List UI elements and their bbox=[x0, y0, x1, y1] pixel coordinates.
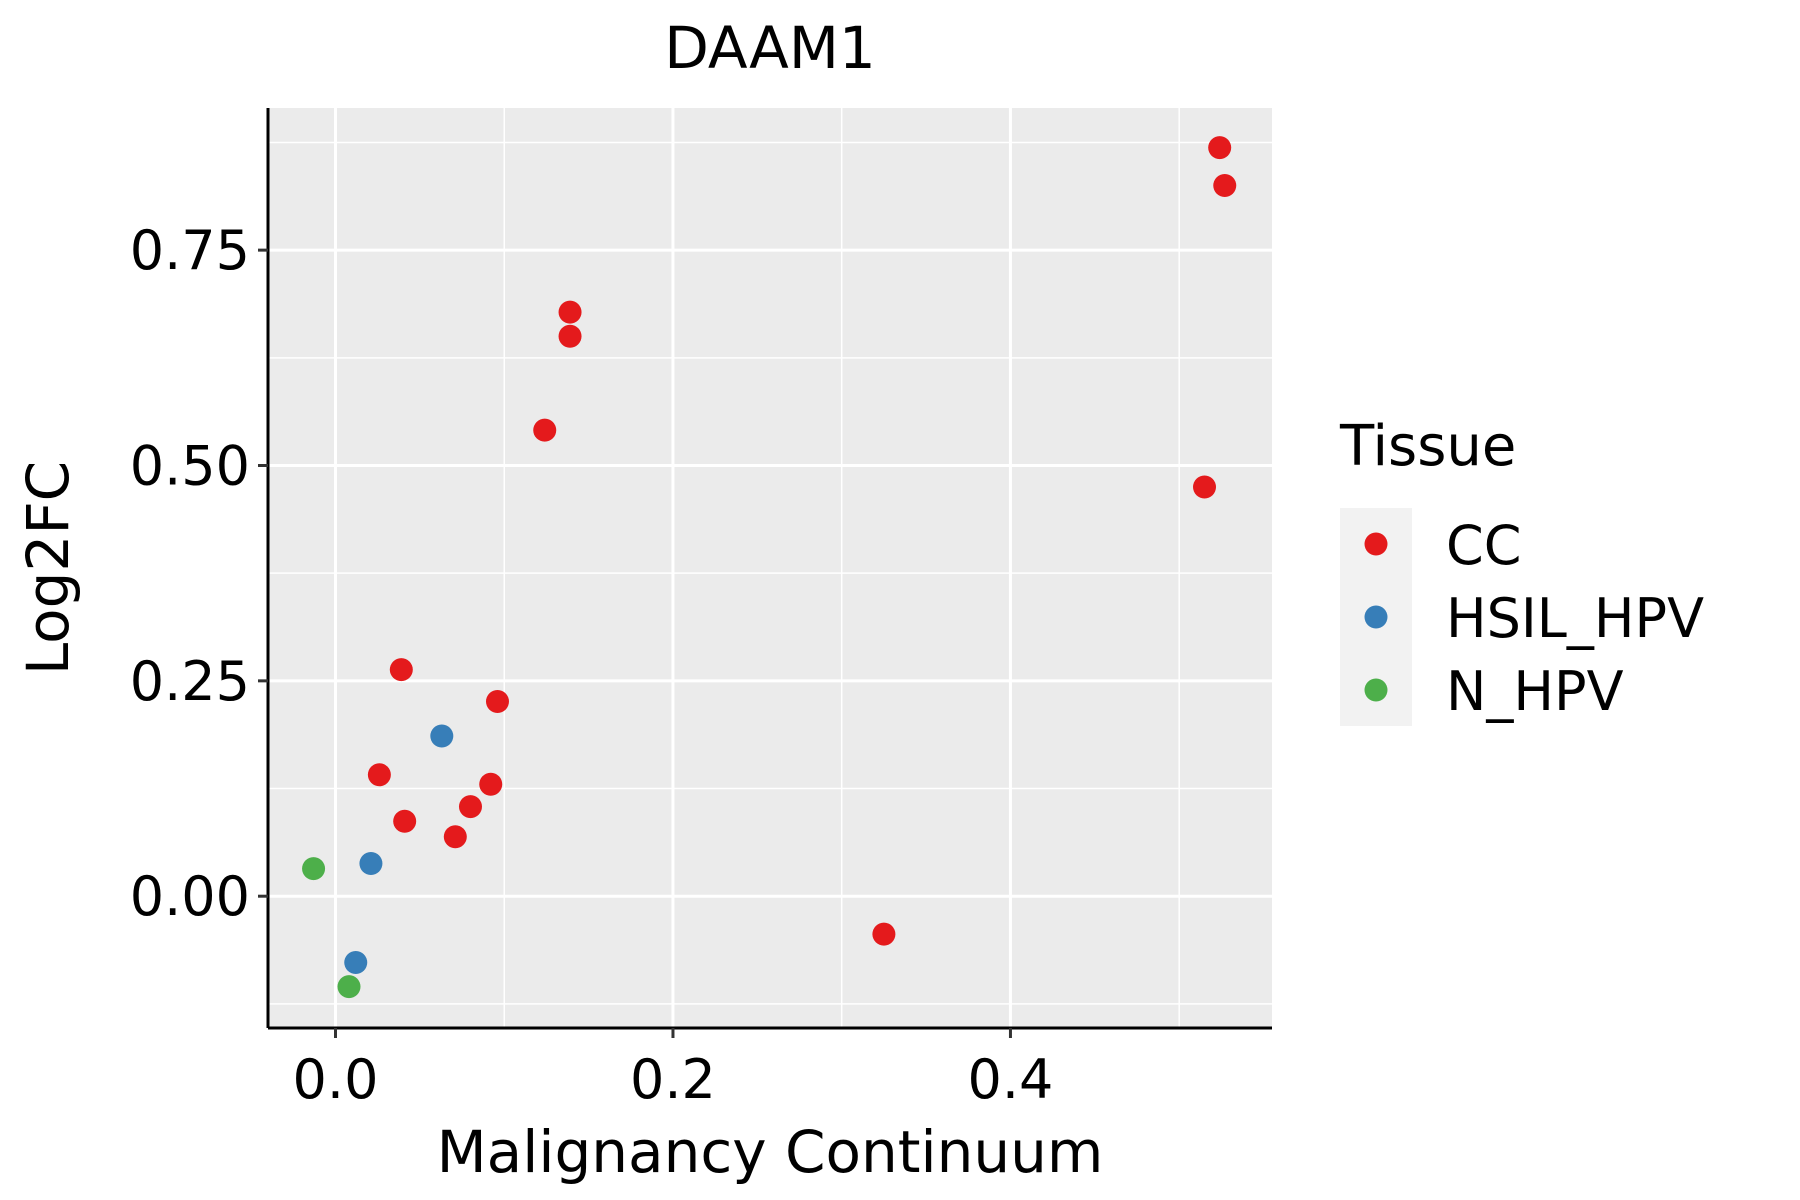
data-point-cc bbox=[367, 763, 391, 787]
legend-label: CC bbox=[1446, 514, 1521, 577]
data-point-n-hpv bbox=[337, 975, 361, 999]
data-point-cc bbox=[389, 658, 413, 682]
data-point-hsil-hpv bbox=[344, 951, 368, 975]
y-tick-label: 0.00 bbox=[130, 865, 250, 928]
data-point-cc bbox=[1193, 475, 1217, 499]
y-tick-label: 0.25 bbox=[130, 650, 250, 713]
data-point-cc bbox=[479, 772, 503, 796]
plot-panel bbox=[268, 108, 1272, 1028]
data-point-n-hpv bbox=[302, 857, 326, 881]
data-point-cc bbox=[558, 324, 582, 348]
chart-title: DAAM1 bbox=[664, 14, 876, 82]
data-point-cc bbox=[485, 690, 509, 714]
data-point-cc bbox=[393, 809, 417, 833]
data-point-cc bbox=[458, 795, 482, 819]
legend-key-hsil-hpv bbox=[1364, 605, 1388, 629]
data-point-cc bbox=[443, 825, 467, 849]
legend-label: N_HPV bbox=[1446, 660, 1624, 723]
legend-key-cc bbox=[1364, 532, 1388, 556]
data-point-hsil-hpv bbox=[359, 851, 383, 875]
legend-title: Tissue bbox=[1339, 414, 1516, 479]
y-axis-title: Log2FC bbox=[14, 461, 82, 675]
legend-key-n-hpv bbox=[1364, 678, 1388, 702]
x-axis-title: Malignancy Continuum bbox=[437, 1118, 1104, 1186]
grid-lines bbox=[268, 108, 1272, 1028]
legend-label: HSIL_HPV bbox=[1446, 587, 1704, 650]
data-point-cc bbox=[1208, 136, 1232, 160]
data-point-cc bbox=[558, 300, 582, 324]
y-tick-label: 0.75 bbox=[130, 219, 250, 282]
y-axis-ticks: 0.00 0.25 0.50 0.75 bbox=[130, 219, 268, 928]
x-tick-label: 0.4 bbox=[968, 1048, 1054, 1111]
x-tick-label: 0.0 bbox=[293, 1048, 379, 1111]
data-point-hsil-hpv bbox=[430, 724, 454, 748]
x-axis-ticks: 0.0 0.2 0.4 bbox=[293, 1028, 1054, 1111]
data-point-cc bbox=[872, 922, 896, 946]
data-point-cc bbox=[1213, 174, 1237, 198]
legend: Tissue CC HSIL_HPV N_HPV bbox=[1339, 414, 1704, 726]
x-tick-label: 0.2 bbox=[630, 1048, 716, 1111]
data-point-cc bbox=[533, 418, 557, 442]
data-points bbox=[302, 136, 1237, 999]
y-tick-label: 0.50 bbox=[130, 434, 250, 497]
